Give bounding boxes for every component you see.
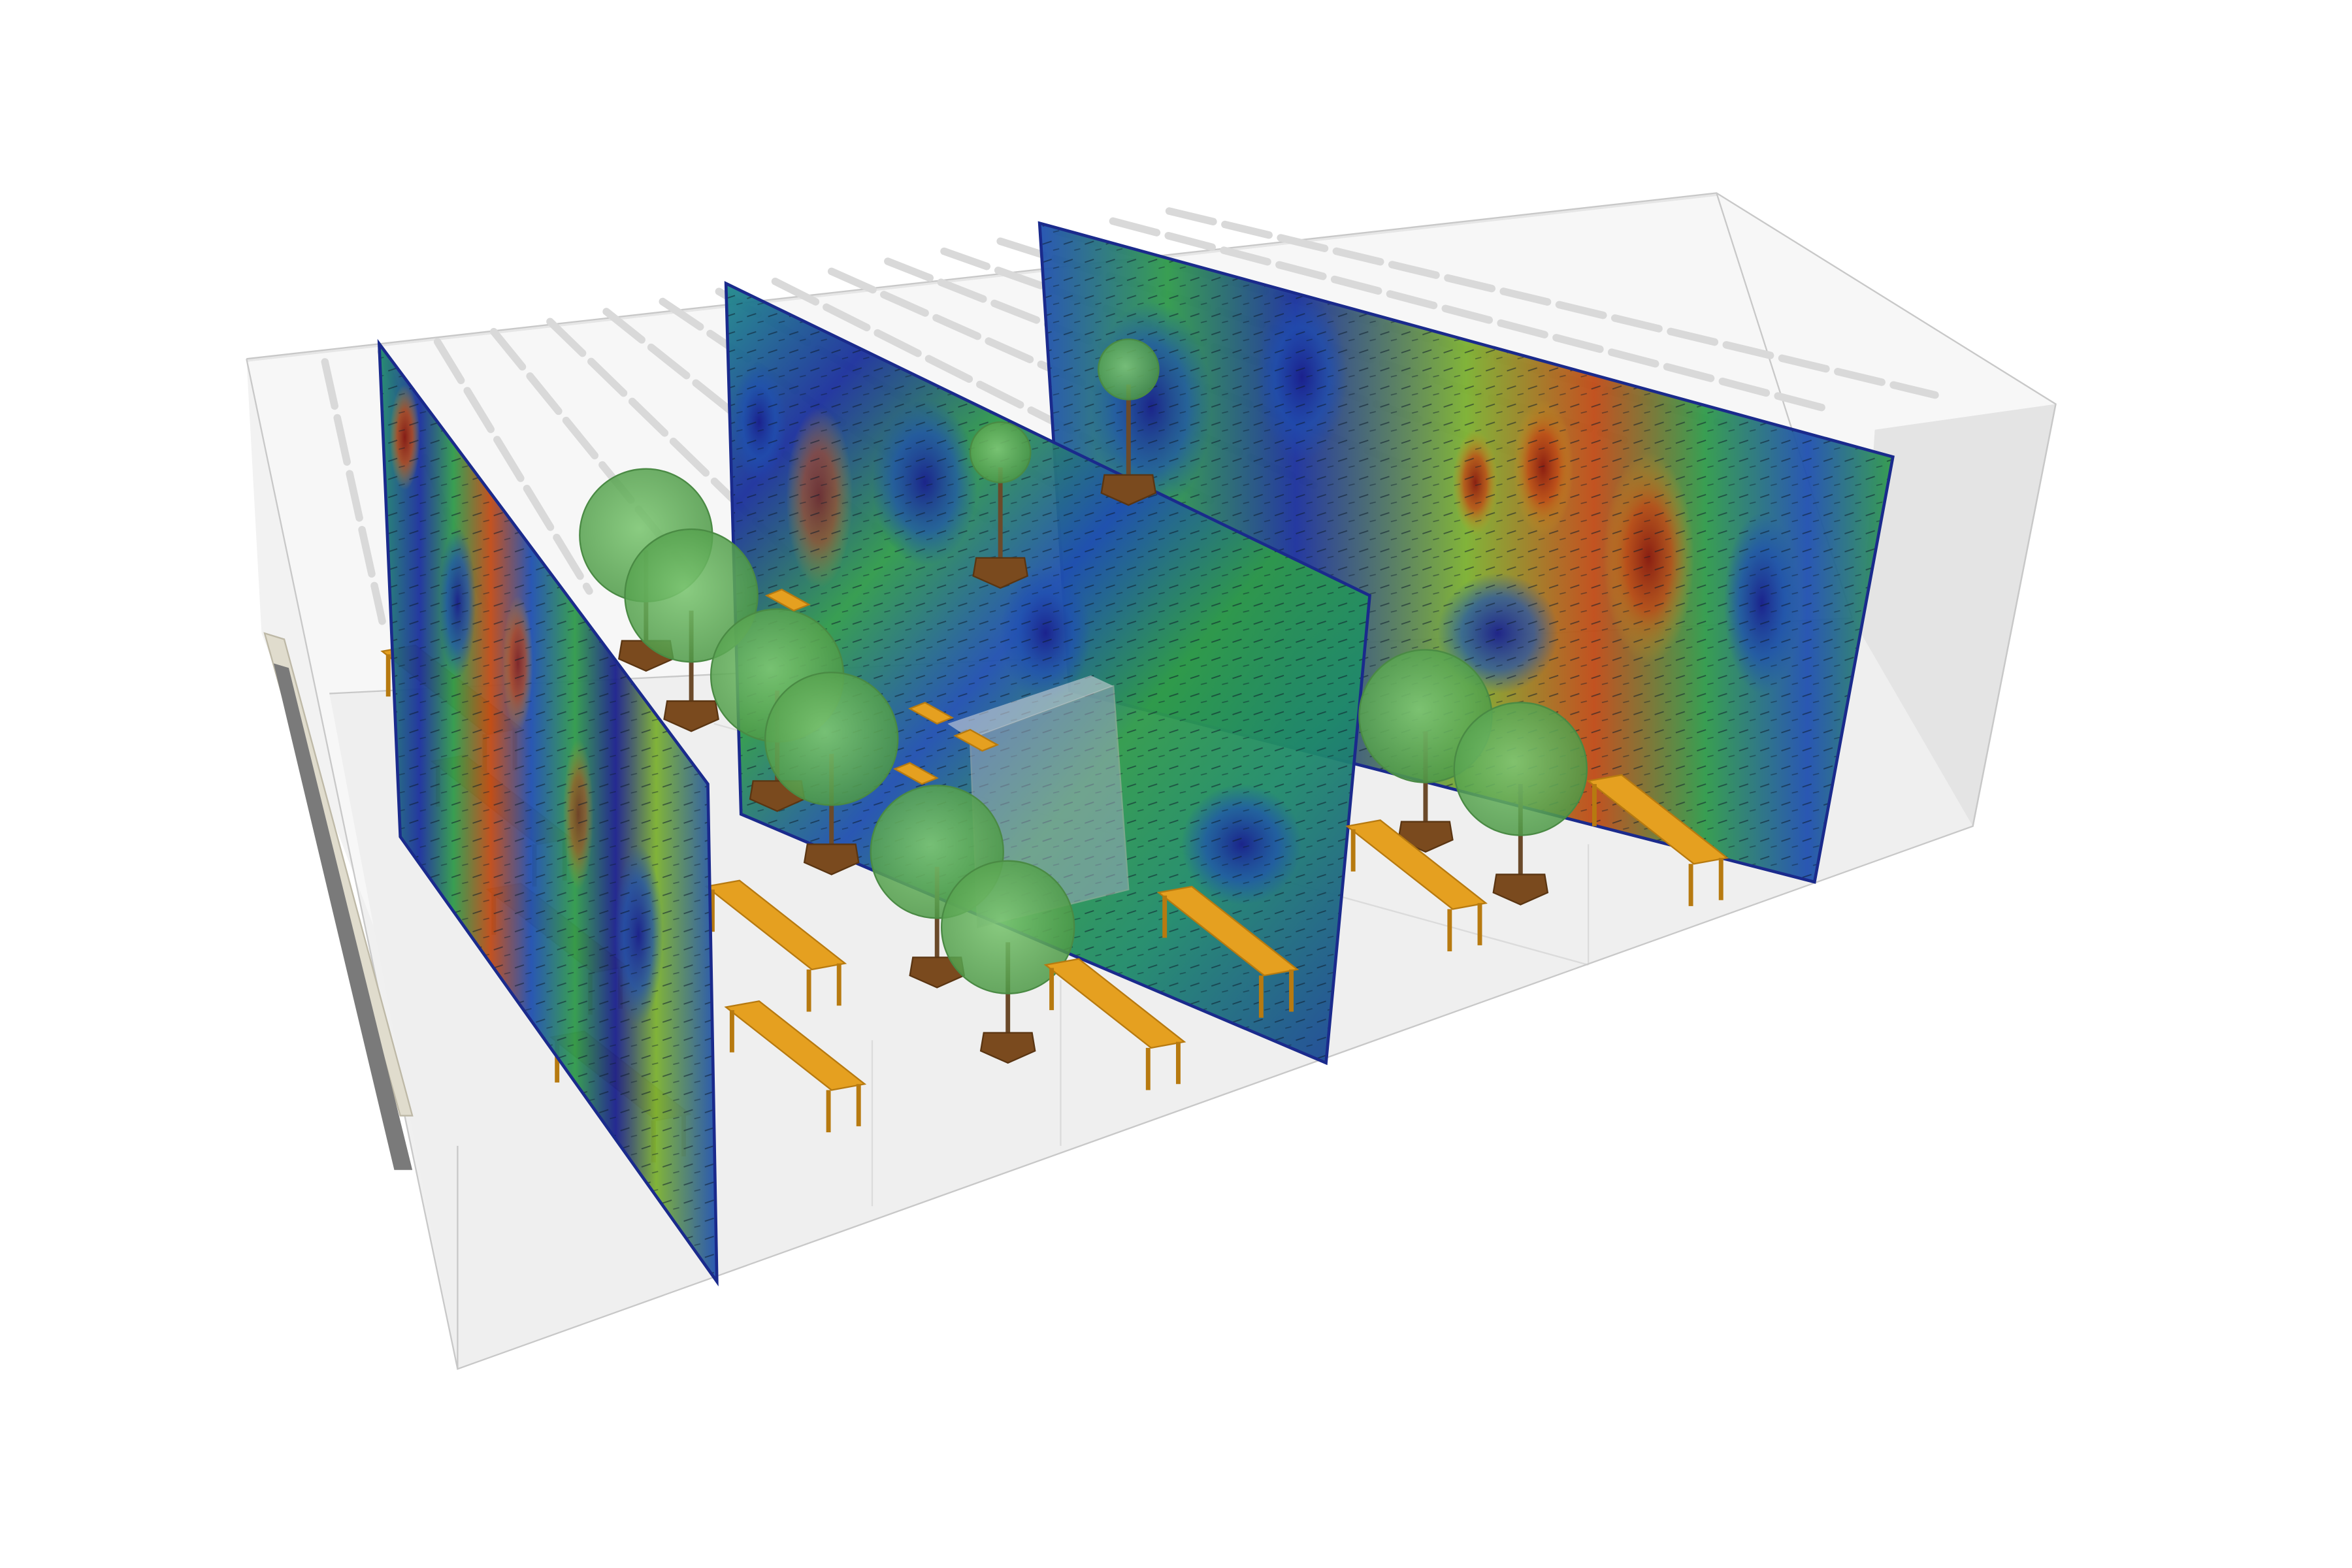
- bench-top: [1156, 885, 1299, 977]
- tree-canopy: [941, 860, 1075, 994]
- tree-canopy: [624, 528, 759, 663]
- tree: [764, 672, 899, 875]
- tree: [1453, 702, 1588, 906]
- tree: [941, 860, 1075, 1064]
- bench: [953, 728, 1000, 752]
- bench: [1156, 885, 1299, 1018]
- bench: [1345, 819, 1488, 952]
- bench-top: [704, 879, 847, 971]
- bench-top: [1345, 819, 1488, 910]
- bench: [724, 1000, 867, 1133]
- bench: [764, 589, 811, 612]
- tree-pot: [1100, 474, 1157, 506]
- tree-pot: [979, 1032, 1036, 1064]
- bench: [704, 879, 847, 1012]
- ceiling-light: [433, 338, 593, 595]
- bench-top: [1043, 958, 1186, 1049]
- tree-canopy: [969, 421, 1032, 483]
- ceiling-light: [1165, 207, 1939, 399]
- trees: [579, 338, 1588, 1064]
- bench: [892, 762, 939, 785]
- bench: [1043, 958, 1186, 1090]
- tree: [969, 421, 1032, 589]
- ceiling-light: [1109, 217, 1836, 414]
- tree-canopy: [1453, 702, 1588, 836]
- tree: [1097, 338, 1160, 506]
- tree-pot: [1492, 874, 1549, 906]
- door-panel: [273, 663, 413, 1170]
- bench-top: [892, 762, 939, 785]
- tree-pot: [972, 557, 1028, 589]
- velocity-plane-front: [377, 338, 719, 1286]
- tree-pot: [663, 700, 719, 732]
- tree-canopy: [1097, 338, 1160, 400]
- tree: [624, 528, 759, 732]
- ceiling-light: [321, 358, 386, 625]
- bench-top: [953, 728, 1000, 752]
- bench-top: [908, 702, 954, 725]
- tree-pot: [803, 843, 860, 875]
- bench-top: [1586, 774, 1729, 865]
- tree-canopy: [764, 672, 899, 806]
- bench-top: [724, 1000, 867, 1091]
- bench-top: [764, 589, 811, 612]
- bench: [1586, 774, 1729, 906]
- bench: [908, 702, 954, 725]
- door[interactable]: [263, 632, 414, 1170]
